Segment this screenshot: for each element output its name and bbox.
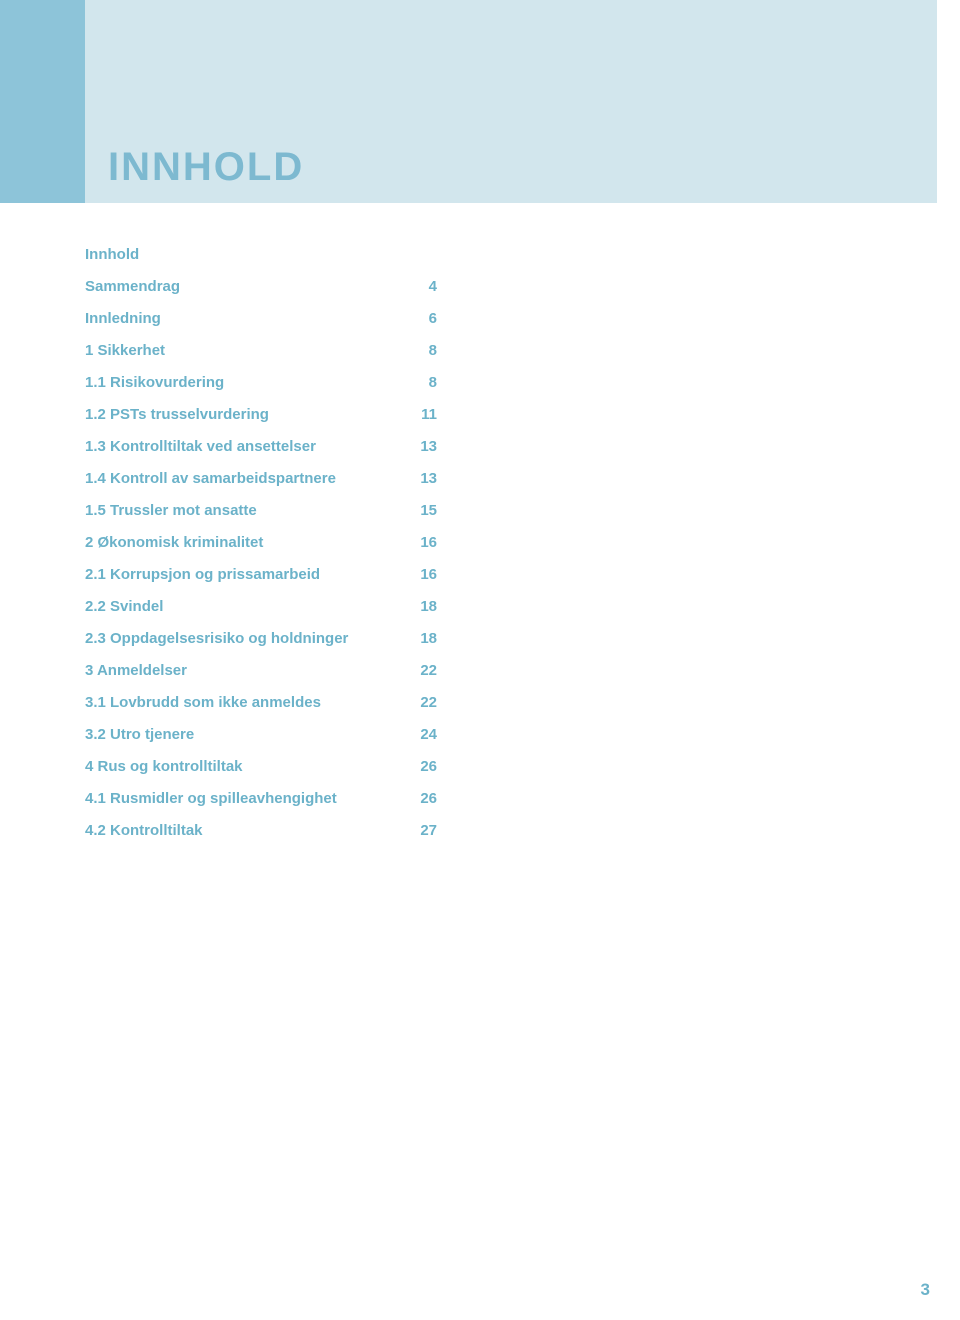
toc-label: 1.2 PSTs trusselvurdering — [85, 407, 269, 422]
toc-page: 8 — [429, 343, 437, 358]
toc-page: 4 — [429, 279, 437, 294]
toc-label: Sammendrag — [85, 279, 180, 294]
toc-label: 4.2 Kontrolltiltak — [85, 823, 203, 838]
toc-label: 1.3 Kontrolltiltak ved ansettelser — [85, 439, 316, 454]
toc-page: 15 — [420, 503, 437, 518]
toc-row: 1.5 Trussler mot ansatte 15 — [85, 494, 437, 526]
toc-row: 3.2 Utro tjenere 24 — [85, 718, 437, 750]
toc-row: 1.3 Kontrolltiltak ved ansettelser 13 — [85, 430, 437, 462]
toc-row: 3 Anmeldelser 22 — [85, 654, 437, 686]
toc-row: 1.1 Risikovurdering 8 — [85, 366, 437, 398]
toc-page: 18 — [420, 599, 437, 614]
toc-label: 1.5 Trussler mot ansatte — [85, 503, 257, 518]
toc-label: 4 Rus og kontrolltiltak — [85, 759, 243, 774]
toc-label: Innhold — [85, 247, 139, 262]
toc-row: 1 Sikkerhet 8 — [85, 334, 437, 366]
toc-page: 27 — [420, 823, 437, 838]
left-tab — [0, 0, 85, 203]
toc-label: 1.4 Kontroll av samarbeidspartnere — [85, 471, 336, 486]
toc-row: 2.1 Korrupsjon og prissamarbeid 16 — [85, 558, 437, 590]
toc-label: 3.1 Lovbrudd som ikke anmeldes — [85, 695, 321, 710]
page-title: INNHOLD — [108, 145, 304, 190]
toc-page: 13 — [420, 471, 437, 486]
toc-page: 16 — [420, 535, 437, 550]
toc-page: 26 — [420, 791, 437, 806]
toc-page: 24 — [420, 727, 437, 742]
toc-row: 2.2 Svindel 18 — [85, 590, 437, 622]
toc-label: 2.2 Svindel — [85, 599, 163, 614]
toc-page: 22 — [420, 695, 437, 710]
toc-row: 2.3 Oppdagelsesrisiko og holdninger 18 — [85, 622, 437, 654]
toc-row: Innhold — [85, 238, 437, 270]
toc-page: 22 — [420, 663, 437, 678]
table-of-contents: Innhold Sammendrag 4 Innledning 6 1 Sikkerhe… — [85, 238, 437, 846]
toc-label: 1 Sikkerhet — [85, 343, 165, 358]
toc-page: 16 — [420, 567, 437, 582]
toc-page: 6 — [429, 311, 437, 326]
toc-label: 2.3 Oppdagelsesrisiko og holdninger — [85, 631, 348, 646]
toc-page: 8 — [429, 375, 437, 390]
toc-page: 13 — [420, 439, 437, 454]
toc-row: 4.2 Kontrolltiltak 27 — [85, 814, 437, 846]
toc-row: 1.4 Kontroll av samarbeidspartnere 13 — [85, 462, 437, 494]
toc-row: 1.2 PSTs trusselvurdering 11 — [85, 398, 437, 430]
toc-row: 3.1 Lovbrudd som ikke anmeldes 22 — [85, 686, 437, 718]
toc-row: 2 Økonomisk kriminalitet 16 — [85, 526, 437, 558]
toc-page: 11 — [421, 407, 437, 422]
toc-label: 1.1 Risikovurdering — [85, 375, 224, 390]
toc-row: Innledning 6 — [85, 302, 437, 334]
toc-row: 4.1 Rusmidler og spilleavhengighet 26 — [85, 782, 437, 814]
page-number: 3 — [921, 1280, 930, 1300]
toc-row: Sammendrag 4 — [85, 270, 437, 302]
toc-label: 2.1 Korrupsjon og prissamarbeid — [85, 567, 320, 582]
toc-label: Innledning — [85, 311, 161, 326]
toc-row: 4 Rus og kontrolltiltak 26 — [85, 750, 437, 782]
toc-page: 26 — [420, 759, 437, 774]
toc-page: 18 — [420, 631, 437, 646]
toc-label: 3 Anmeldelser — [85, 663, 187, 678]
toc-label: 3.2 Utro tjenere — [85, 727, 194, 742]
toc-label: 4.1 Rusmidler og spilleavhengighet — [85, 791, 337, 806]
toc-label: 2 Økonomisk kriminalitet — [85, 535, 263, 550]
